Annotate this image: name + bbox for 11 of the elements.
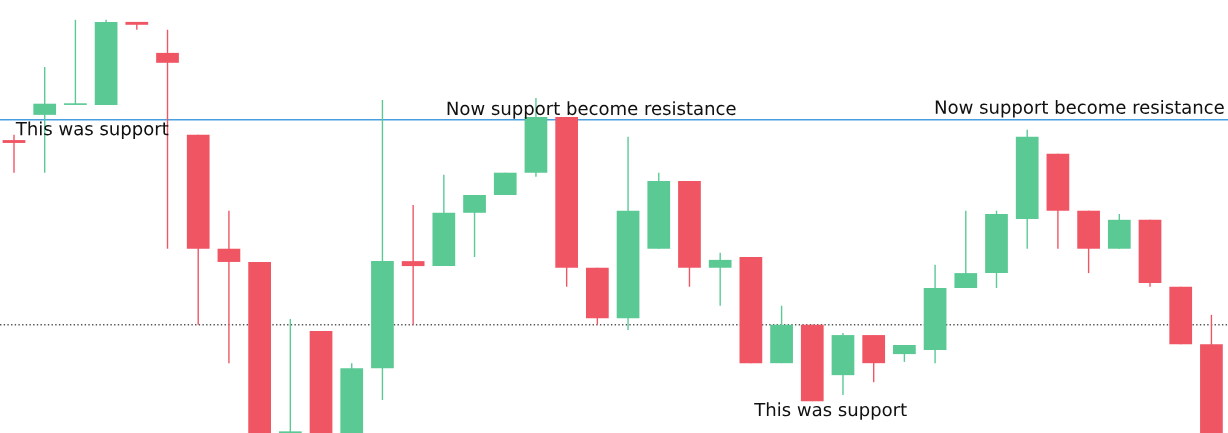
candlestick [125,21,149,31]
annotation: Now support become resistance [935,99,1224,118]
candlestick [954,210,978,289]
annotation: Now support become resistance [447,101,736,119]
candlestick [708,252,732,307]
annotation: This was support [754,402,907,420]
candlestick [64,19,87,106]
candlestick [401,204,425,326]
candlestick [217,210,241,364]
candlestick [278,318,302,433]
candlestick [463,194,486,258]
